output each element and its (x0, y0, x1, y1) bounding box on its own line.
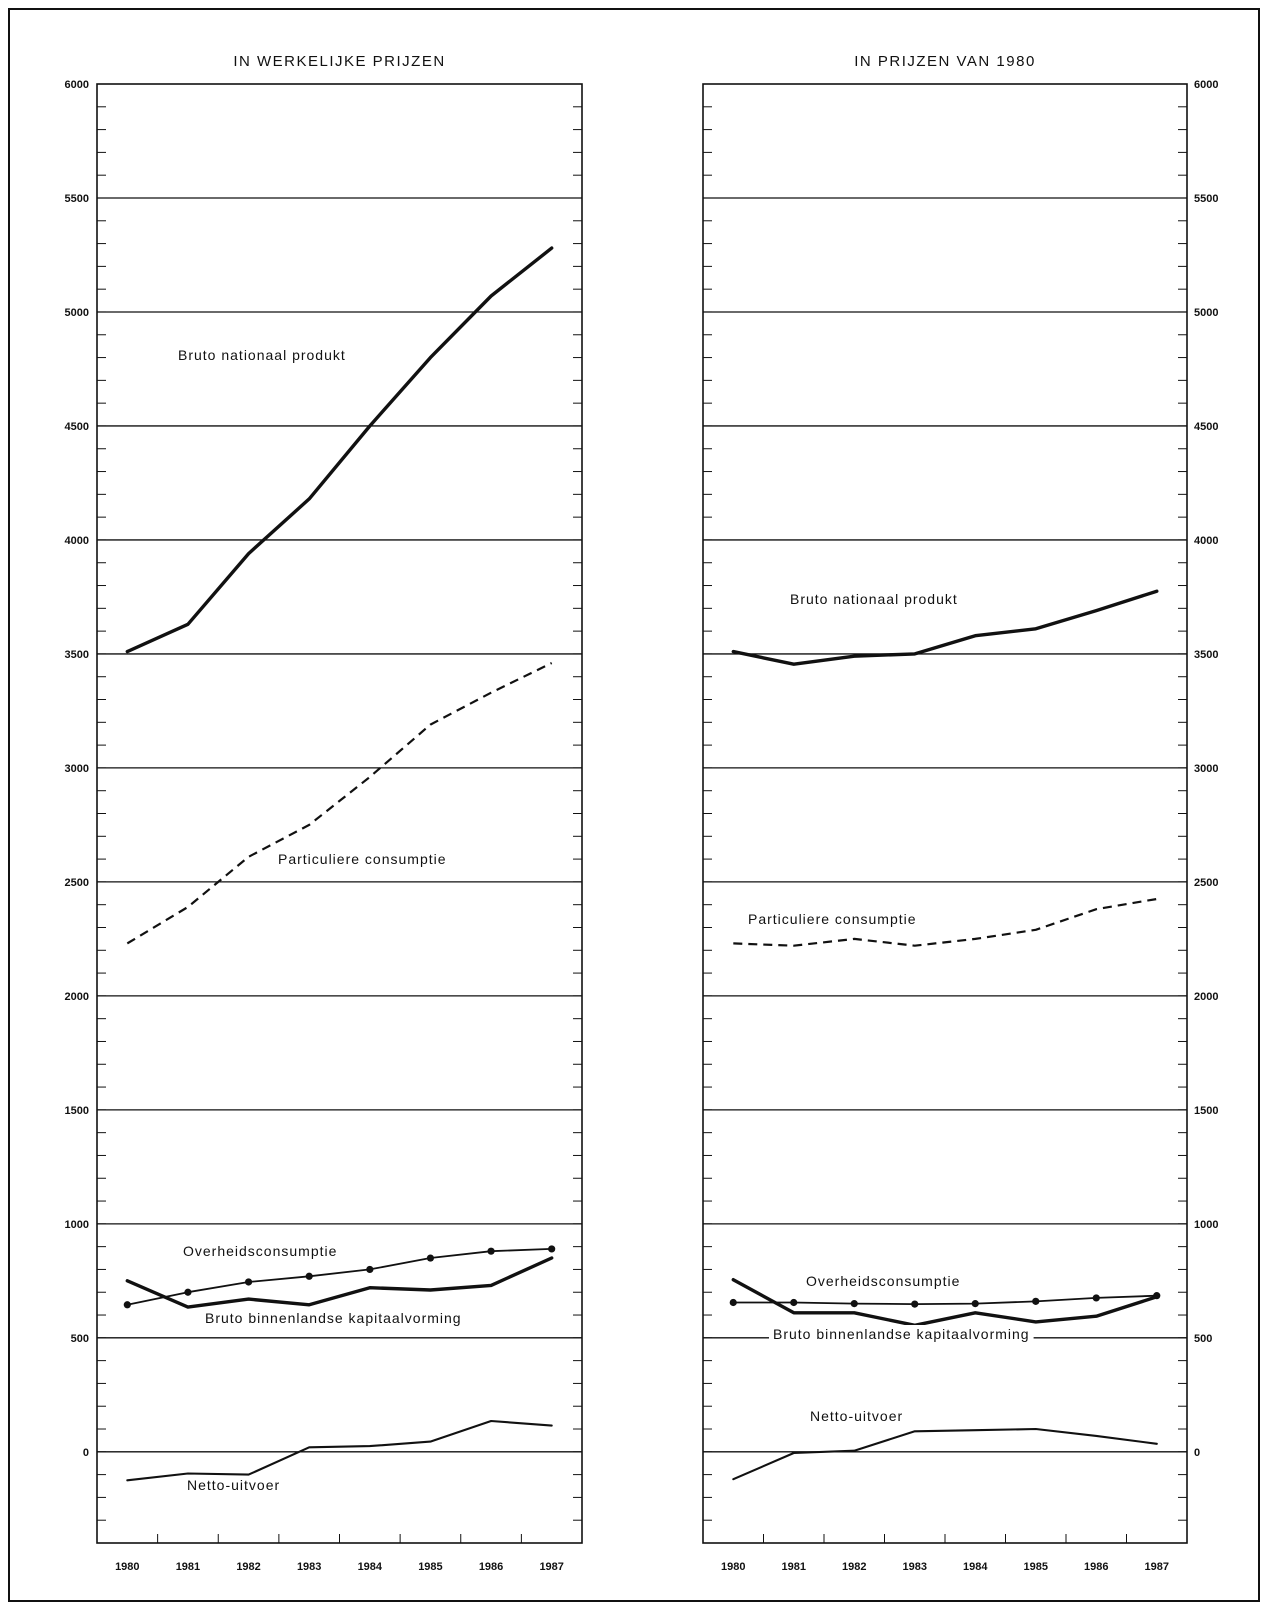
y-tick-label: 4500 (1194, 421, 1218, 433)
series-line (732, 1427, 1158, 1481)
x-tick-label: 1981 (782, 1561, 806, 1573)
series-line (731, 589, 1159, 666)
y-tick-label: 5000 (1194, 307, 1218, 319)
y-tick-label: 3500 (65, 649, 89, 661)
series-marker (244, 1278, 253, 1286)
x-tick-label: 1982 (842, 1561, 866, 1573)
x-tick-label: 1984 (963, 1561, 988, 1573)
x-tick-label: 1983 (903, 1561, 927, 1573)
panel-title: IN WERKELIJKE PRIJZEN (233, 53, 445, 70)
y-tick-label: 4500 (65, 421, 89, 433)
series-marker (971, 1300, 979, 1308)
x-tick-label: 1985 (418, 1561, 442, 1573)
y-tick-label: 2000 (1194, 991, 1218, 1003)
series-label-bg (786, 590, 962, 608)
y-tick-label: 4000 (1194, 535, 1218, 547)
y-tick-label: 0 (83, 1447, 89, 1459)
series-label: Overheidsconsumptie (806, 1273, 960, 1289)
series-label-bg (183, 1476, 285, 1494)
series-line (126, 662, 553, 945)
series-label-bg (174, 346, 350, 364)
x-tick-label: 1985 (1024, 1561, 1048, 1573)
y-tick-label: 3000 (1194, 763, 1218, 775)
y-tick-label: 2500 (1194, 877, 1218, 889)
x-tick-label: 1986 (1084, 1561, 1108, 1573)
series-marker (548, 1245, 556, 1253)
series-label-bg (802, 1272, 965, 1290)
series-line (731, 1277, 1159, 1328)
panel-title: IN PRIJZEN VAN 1980 (854, 53, 1036, 70)
series-label-bg (806, 1407, 908, 1425)
series-marker (123, 1301, 131, 1309)
series-label-bg (179, 1242, 342, 1260)
y-tick-label: 2500 (65, 877, 89, 889)
y-tick-label: 1000 (65, 1219, 89, 1231)
y-tick-label: 1000 (1194, 1219, 1218, 1231)
series-marker (911, 1300, 919, 1308)
x-tick-label: 1986 (479, 1561, 503, 1573)
series-line (125, 246, 554, 654)
series-label: Bruto nationaal produkt (790, 591, 958, 607)
chart-panel-2: 0 500 1000 1500 2000 2500 3000 3500 4000 4500 5000… (702, 53, 1218, 1573)
series-marker (850, 1300, 858, 1308)
y-tick-label: 5500 (65, 193, 89, 205)
y-tick-label: 500 (71, 1333, 89, 1345)
series-marker (305, 1272, 313, 1280)
series-line (126, 1419, 553, 1482)
series-label: Netto-uitvoer (810, 1408, 903, 1424)
y-tick-label: 1500 (1194, 1105, 1218, 1117)
series-marker (366, 1265, 374, 1274)
y-tick-label: 5500 (1194, 193, 1218, 205)
series-label-bg (274, 850, 451, 868)
y-tick-label: 500 (1194, 1333, 1212, 1345)
series-marker (426, 1254, 435, 1262)
x-tick-label: 1987 (539, 1561, 563, 1573)
series-label: Particuliere consumptie (278, 851, 447, 867)
x-tick-label: 1982 (236, 1561, 260, 1573)
x-tick-label: 1980 (115, 1561, 139, 1573)
series-label: Overheidsconsumptie (183, 1243, 337, 1259)
series-line (733, 897, 1157, 947)
series-marker (729, 1298, 737, 1307)
series-marker (184, 1288, 192, 1296)
series-marker (790, 1298, 798, 1307)
y-tick-label: 3500 (1194, 649, 1218, 661)
series-marker (487, 1247, 495, 1255)
x-tick-label: 1987 (1145, 1561, 1169, 1573)
series-label: Netto-uitvoer (187, 1477, 280, 1493)
y-tick-label: 2000 (65, 991, 89, 1003)
series-label: Particuliere consumptie (748, 911, 917, 927)
plot-frame (702, 83, 1188, 1544)
series-label: Bruto binnenlandse kapitaalvorming (205, 1310, 462, 1326)
series-label-bg (769, 1325, 1034, 1343)
series-label-bg (201, 1309, 466, 1327)
x-tick-label: 1984 (358, 1561, 383, 1573)
y-tick-label: 4000 (65, 535, 89, 547)
series-label: Bruto binnenlandse kapitaalvorming (773, 1326, 1030, 1342)
chart-panel-1: 0 500 1000 1500 2000 2500 3000 3500 4000 4500 5000… (65, 53, 583, 1573)
series-line (126, 1248, 553, 1306)
series-marker (1032, 1297, 1040, 1305)
series-line (125, 1256, 554, 1309)
y-tick-label: 3000 (65, 763, 89, 775)
series-label-bg (744, 910, 921, 928)
page-frame (8, 8, 1260, 1602)
y-tick-label: 6000 (1194, 79, 1218, 91)
x-tick-label: 1981 (176, 1561, 200, 1573)
y-tick-label: 6000 (65, 79, 89, 91)
y-tick-label: 1500 (65, 1105, 89, 1117)
x-tick-label: 1980 (721, 1561, 745, 1573)
y-tick-label: 5000 (65, 307, 89, 319)
series-line (732, 1294, 1158, 1305)
series-label: Bruto nationaal produkt (178, 347, 346, 363)
series-marker (1092, 1294, 1100, 1302)
y-tick-label: 0 (1194, 1447, 1200, 1459)
x-tick-label: 1983 (297, 1561, 321, 1573)
